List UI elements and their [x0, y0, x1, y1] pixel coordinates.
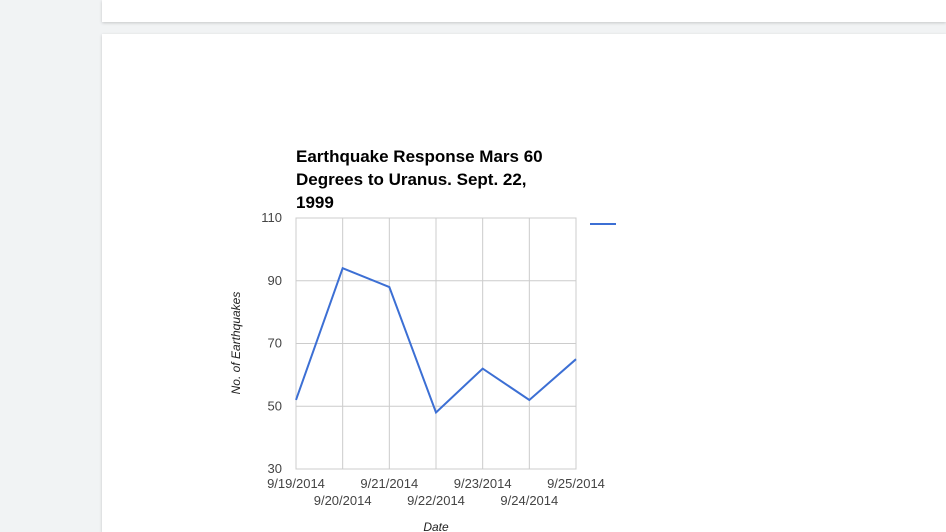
- y-axis-label: No. of Earthquakes: [229, 292, 243, 395]
- x-tick-label: 9/20/2014: [314, 493, 372, 508]
- plot-border: [295, 217, 577, 470]
- x-tick-label: 9/21/2014: [360, 476, 418, 491]
- x-tick-label: 9/24/2014: [500, 493, 558, 508]
- document-page: [102, 34, 946, 532]
- line-series: [295, 266, 577, 415]
- y-tick-label: 70: [268, 336, 282, 351]
- y-tick-label: 30: [268, 461, 282, 476]
- x-tick-label: 9/19/2014: [267, 476, 325, 491]
- x-axis-label: Date: [423, 520, 449, 532]
- chart-title: Earthquake Response Mars 60 Degrees to U…: [296, 147, 543, 212]
- x-tick-label: 9/25/2014: [547, 476, 605, 491]
- previous-page: [102, 0, 946, 22]
- y-tick-label: 90: [268, 273, 282, 288]
- y-tick-label: 110: [261, 210, 282, 225]
- y-tick-label: 50: [268, 398, 282, 413]
- x-tick-label: 9/23/2014: [454, 476, 512, 491]
- x-tick-label: 9/22/2014: [407, 493, 465, 508]
